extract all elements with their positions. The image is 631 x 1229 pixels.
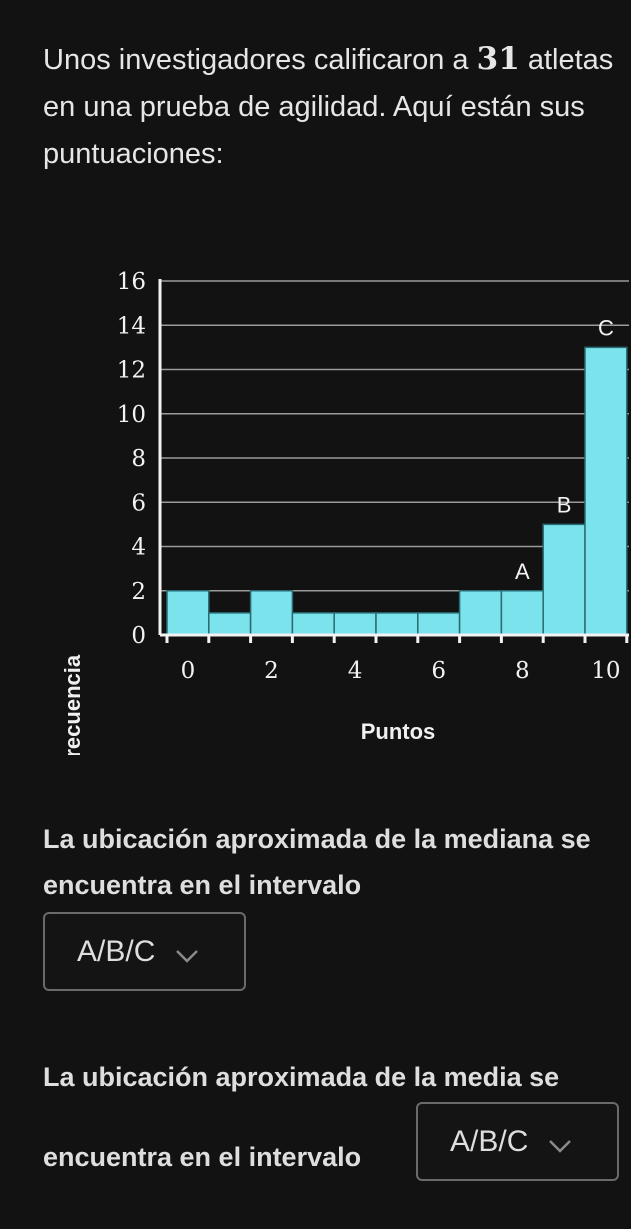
x-tick-label: 6 — [431, 658, 446, 684]
y-tick-label: 8 — [131, 446, 146, 472]
y-tick-labels: 0 2 4 6 8 10 12 14 16 — [117, 269, 146, 649]
y-tick-label: 0 — [131, 623, 146, 649]
histogram-bar — [166, 590, 210, 636]
histogram-bar — [208, 612, 252, 636]
x-tick-label: 4 — [348, 658, 363, 684]
y-axis-label: Frecuencia — [60, 654, 85, 755]
intro-text-before: Unos investigadores calificaron a — [43, 44, 477, 76]
bar-label: A — [515, 559, 530, 584]
histogram-bar — [333, 612, 377, 636]
y-tick-label: 2 — [131, 579, 146, 605]
chevron-down-icon — [549, 1139, 572, 1153]
chevron-down-icon — [176, 949, 199, 963]
median-dropdown-value: A/B/C — [77, 934, 156, 968]
x-tick-label: 0 — [181, 658, 196, 684]
histogram-bar — [542, 523, 586, 636]
intro-text-after: atletas en una prueba de agilidad. Aquí … — [43, 44, 614, 170]
chart-axes — [158, 279, 629, 643]
mean-question-line2: encuentra en el intervalo — [43, 1142, 362, 1172]
histogram-bar — [249, 590, 294, 636]
bar-label: C — [598, 315, 614, 340]
problem-statement: Unos investigadores calificaron a 31 atl… — [43, 36, 618, 178]
y-tick-label: 4 — [131, 535, 146, 561]
x-tick-label: 10 — [591, 658, 620, 684]
x-tick-label: 8 — [515, 658, 530, 684]
y-tick-label: 12 — [117, 358, 146, 384]
y-tick-label: 16 — [117, 269, 146, 295]
y-tick-label: 6 — [131, 490, 146, 516]
histogram-bar — [500, 590, 544, 636]
x-tick-labels: 0 2 4 6 8 10 — [181, 658, 621, 684]
histogram-bar — [417, 612, 461, 636]
histogram-bar — [584, 346, 628, 636]
median-dropdown[interactable]: A/B/C — [43, 912, 246, 991]
mean-dropdown[interactable]: A/B/C — [416, 1102, 619, 1181]
y-tick-label: 14 — [117, 313, 146, 339]
x-axis-label: Puntos — [361, 719, 436, 744]
histogram-chart: 0 2 4 6 8 10 12 14 16 0 2 4 6 8 10 A B C Frecuencia Pun… — [60, 269, 629, 755]
athlete-count: 31 — [476, 41, 520, 77]
histogram-bar — [291, 612, 335, 636]
mean-dropdown-value: A/B/C — [450, 1124, 529, 1158]
y-tick-label: 10 — [117, 402, 146, 428]
mean-question-line1: La ubicación aproximada de la media se — [43, 1062, 560, 1092]
chart-bars — [166, 346, 628, 636]
histogram-bar — [375, 612, 419, 636]
bar-labels: A B C — [515, 315, 614, 583]
bar-label: B — [557, 492, 572, 517]
median-question: La ubicación aproximada de la mediana se… — [43, 824, 591, 900]
x-tick-label: 2 — [264, 658, 279, 684]
histogram-bar — [458, 590, 503, 636]
